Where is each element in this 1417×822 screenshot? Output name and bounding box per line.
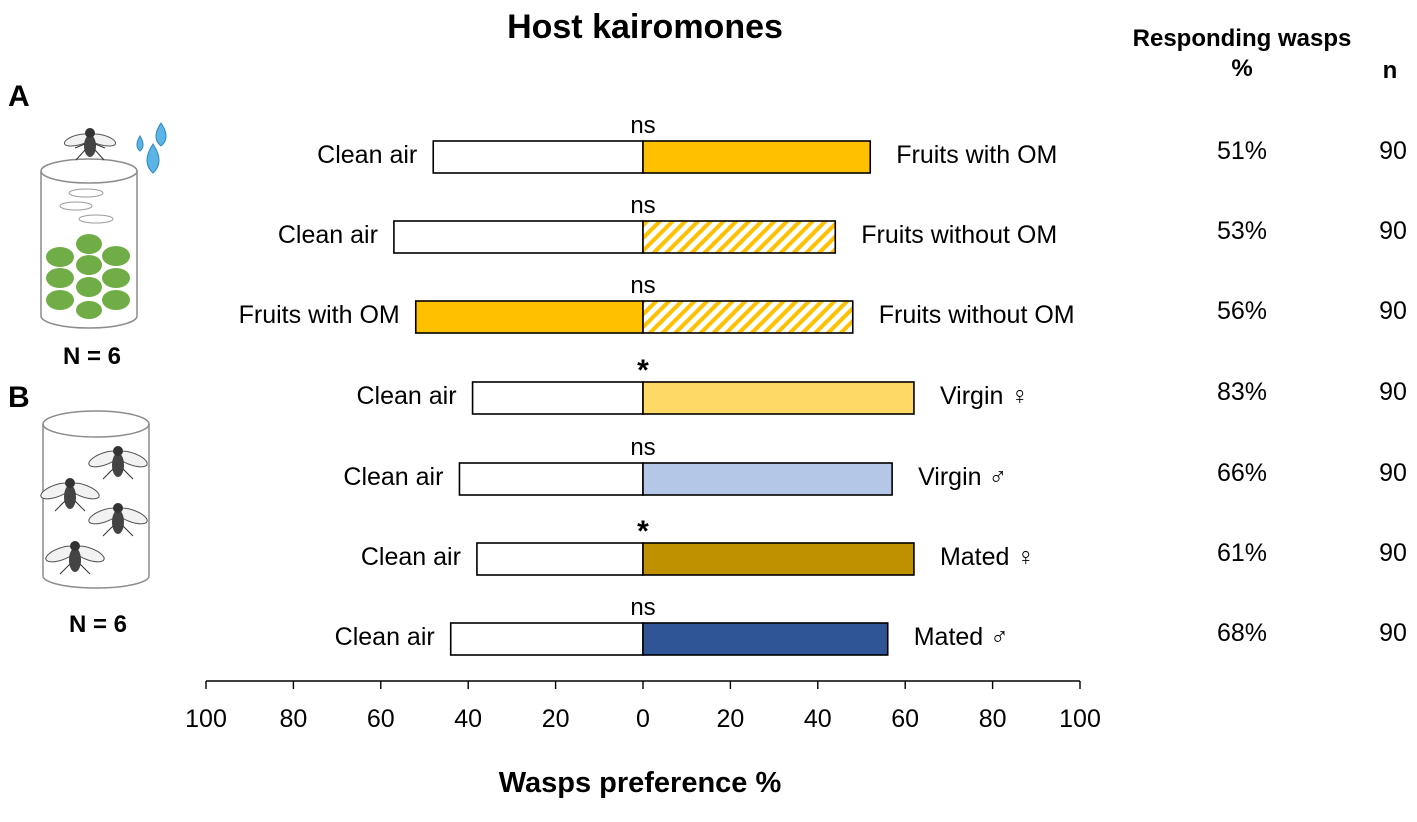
responding-value: 68% (1217, 619, 1267, 647)
bar-left (458, 462, 644, 496)
significance-label: ns (630, 192, 655, 219)
bar-right (642, 381, 915, 415)
responding-value: 61% (1217, 539, 1267, 567)
n-value: 90 (1379, 459, 1407, 487)
n-value: 90 (1379, 137, 1407, 165)
bar-row: ns Fruits with OM Fruits without OM 56% 90 (239, 272, 1407, 334)
bar-left (432, 140, 644, 174)
x-tick-label: 80 (279, 705, 307, 733)
panel-label-b: B (8, 381, 30, 414)
significance-label: ns (630, 594, 655, 621)
responding-value: 51% (1217, 137, 1267, 165)
right-label: Virgin ♂ (918, 463, 1007, 491)
panel-label-a: A (8, 80, 30, 113)
significance-label: * (637, 354, 649, 387)
bar-right (642, 220, 837, 254)
fly-jar-illustration (40, 410, 150, 589)
x-tick-label: 100 (185, 705, 227, 733)
bar-left (393, 220, 644, 254)
responding-header: Responding wasps% (1133, 25, 1352, 82)
left-label: Clean air (278, 221, 378, 249)
x-tick-label: 0 (636, 705, 650, 733)
x-tick-label: 60 (367, 705, 395, 733)
n-header: n (1383, 57, 1398, 84)
bar-row: * Clean air Mated ♀ 61% 90 (361, 515, 1407, 576)
left-label: Clean air (357, 382, 457, 410)
bar-row: ns Clean air Fruits with OM 51% 90 (317, 112, 1407, 174)
bar-right (642, 300, 854, 334)
chart-title: Host kairomones (507, 8, 783, 46)
bar-left (414, 300, 644, 334)
bar-row: ns Clean air Virgin ♂ 66% 90 (343, 434, 1407, 496)
bar-right (642, 542, 915, 576)
bar-row: ns Clean air Mated ♂ 68% 90 (335, 594, 1407, 656)
water-droplets-icon (136, 122, 167, 174)
fruit-jar-illustration (40, 122, 167, 329)
right-label: Fruits with OM (896, 141, 1057, 169)
left-label: Clean air (343, 463, 443, 491)
right-label: Fruits without OM (861, 221, 1057, 249)
fly-icon (88, 446, 148, 480)
right-label: Virgin ♀ (940, 382, 1029, 410)
significance-label: ns (630, 272, 655, 299)
left-label: Clean air (335, 623, 435, 651)
significance-label: ns (630, 112, 655, 139)
bar-left (476, 542, 644, 576)
x-tick-label: 20 (716, 705, 744, 733)
responding-value: 53% (1217, 217, 1267, 245)
bar-row: ns Clean air Fruits without OM 53% 90 (278, 192, 1407, 254)
x-tick-label: 80 (979, 705, 1007, 733)
left-label: Clean air (361, 543, 461, 571)
n-value: 90 (1379, 378, 1407, 406)
n-value: 90 (1379, 619, 1407, 647)
n-value: 90 (1379, 217, 1407, 245)
x-tick-label: 60 (891, 705, 919, 733)
bar-left (471, 381, 644, 415)
fly-icon (88, 503, 148, 537)
x-tick-label: 40 (804, 705, 832, 733)
bar-left (449, 622, 644, 656)
x-tick-label: 20 (542, 705, 570, 733)
bar-row: * Clean air Virgin ♀ 83% 90 (357, 354, 1407, 415)
x-axis-label: Wasps preference % (499, 767, 782, 799)
bar-rows: ns Clean air Fruits with OM 51% 90 ns Clean ai… (239, 112, 1407, 656)
right-label: Mated ♀ (940, 543, 1035, 571)
left-label: Clean air (317, 141, 417, 169)
left-label: Fruits with OM (239, 301, 400, 329)
fly-icon (45, 541, 105, 575)
n-value: 90 (1379, 539, 1407, 567)
significance-label: * (637, 515, 649, 548)
n-value: 90 (1379, 297, 1407, 325)
fly-icon (40, 478, 100, 512)
x-tick-label: 40 (454, 705, 482, 733)
responding-value: 66% (1217, 459, 1267, 487)
bar-right (642, 140, 872, 174)
significance-label: ns (630, 434, 655, 461)
right-label: Mated ♂ (914, 623, 1009, 651)
responding-value: 83% (1217, 378, 1267, 406)
fly-icon (63, 128, 117, 161)
bar-right (642, 462, 893, 496)
bar-right (642, 622, 889, 656)
x-tick-label: 100 (1059, 705, 1101, 733)
x-axis: 100 80 60 40 20 0 20 40 60 80 100 (185, 680, 1101, 733)
right-label: Fruits without OM (879, 301, 1075, 329)
responding-value: 56% (1217, 297, 1267, 325)
sample-size-b: N = 6 (69, 611, 127, 638)
sample-size-a: N = 6 (63, 343, 121, 370)
